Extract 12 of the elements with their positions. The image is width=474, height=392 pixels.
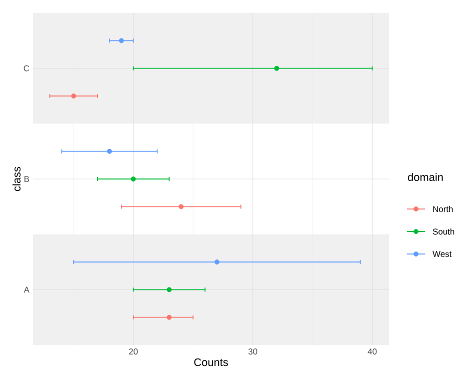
y-tick-label: C xyxy=(24,65,30,72)
legend-label: South xyxy=(432,228,454,235)
legend-title: domain xyxy=(408,172,443,182)
legend-label: North xyxy=(433,206,453,212)
legend-label: West xyxy=(432,251,452,257)
y-tick-label: A xyxy=(24,286,30,293)
x-tick-label: 40 xyxy=(368,348,377,355)
x-axis-title: Counts xyxy=(194,358,228,366)
y-tick-label: B xyxy=(24,176,30,182)
y-axis-title: class xyxy=(12,166,21,192)
x-tick-label: 20 xyxy=(129,348,138,355)
x-tick-label: 30 xyxy=(248,348,258,355)
